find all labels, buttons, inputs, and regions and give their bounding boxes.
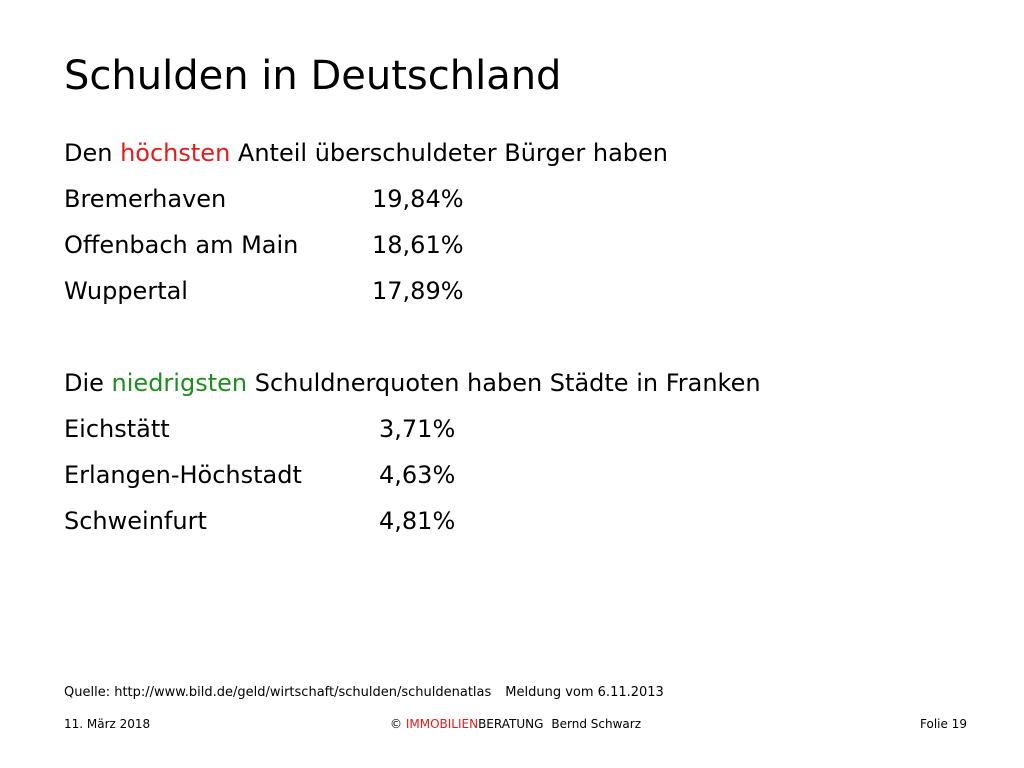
source-note: Quelle: http://www.bild.de/geld/wirtscha… [64,684,664,702]
highest-intro-prefix: Den [64,139,121,167]
highest-intro: Den höchsten Anteil überschuldeter Bürge… [64,138,668,168]
footer-author: Bernd Schwarz [551,717,642,731]
city-value: 17,89% [372,277,464,305]
highest-intro-highlight: höchsten [120,139,231,167]
lowest-intro-prefix: Die [64,369,112,397]
footer-copyright: © IMMOBILIENBERATUNG Bernd Schwarz [390,716,641,732]
footer-date: 11. März 2018 [64,717,151,731]
city-name: Offenbach am Main [64,231,299,259]
city-value: 3,71% [379,415,456,443]
copyright-symbol: © [390,717,406,731]
source-url: Quelle: http://www.bild.de/geld/wirtscha… [64,685,492,700]
lowest-intro: Die niedrigsten Schuldnerquoten haben St… [64,368,761,398]
city-value: 19,84% [372,185,464,213]
city-value: 4,63% [379,461,456,489]
source-date: Meldung vom 6.11.2013 [505,685,664,700]
brand-red-part: IMMOBILIEN [405,717,479,731]
city-value: 4,81% [379,507,456,535]
lowest-intro-highlight: niedrigsten [111,369,248,397]
city-name: Erlangen-Höchstadt [64,461,302,489]
brand-rest-part: BERATUNG [478,717,544,731]
city-name: Bremerhaven [64,185,227,213]
highest-intro-suffix: Anteil überschuldeter Bürger haben [230,139,668,167]
city-name: Eichstätt [64,415,170,443]
footer-slide-number: Folie 19 [920,717,967,731]
lowest-intro-suffix: Schuldnerquoten haben Städte in Franken [247,369,761,397]
slide-title: Schulden in Deutschland [64,53,562,99]
city-value: 18,61% [372,231,464,259]
city-name: Schweinfurt [64,507,207,535]
city-name: Wuppertal [64,277,188,305]
